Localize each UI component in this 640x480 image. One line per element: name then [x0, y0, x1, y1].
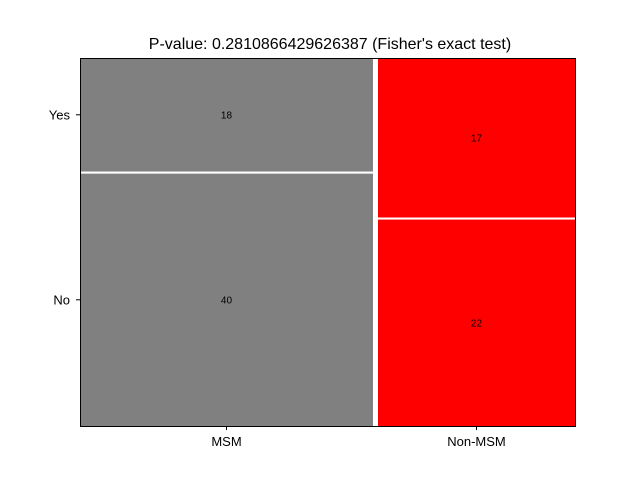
column-separator — [372, 58, 378, 426]
mosaic-cell-msm-yes — [80, 58, 373, 172]
x-tick-label-non-msm: Non-MSM — [447, 434, 506, 449]
row-separator-msm — [80, 171, 373, 174]
cell-label-non-msm-no: 22 — [471, 318, 483, 329]
row-separator-non-msm — [377, 217, 575, 220]
separators-layer — [80, 58, 575, 426]
plot-frame — [80, 58, 576, 427]
y-tick-label-no: No — [53, 292, 70, 307]
mosaic-cell-non-msm-no — [377, 219, 575, 426]
chart-title: P-value: 0.2810866429626387 (Fisher's ex… — [149, 36, 511, 53]
cell-labels-layer: 18 40 17 22 — [221, 110, 483, 329]
x-tick-label-msm: MSM — [211, 434, 241, 449]
cell-label-msm-no: 40 — [221, 295, 233, 306]
ticks-layer: MSM Non-MSM Yes No — [49, 107, 506, 449]
mosaic-cell-msm-no — [80, 173, 373, 426]
mosaic-cell-non-msm-yes — [377, 58, 575, 218]
cells-layer — [80, 58, 575, 426]
cell-label-msm-yes: 18 — [221, 110, 233, 121]
cell-label-non-msm-yes: 17 — [471, 133, 483, 144]
y-tick-label-yes: Yes — [49, 107, 71, 122]
